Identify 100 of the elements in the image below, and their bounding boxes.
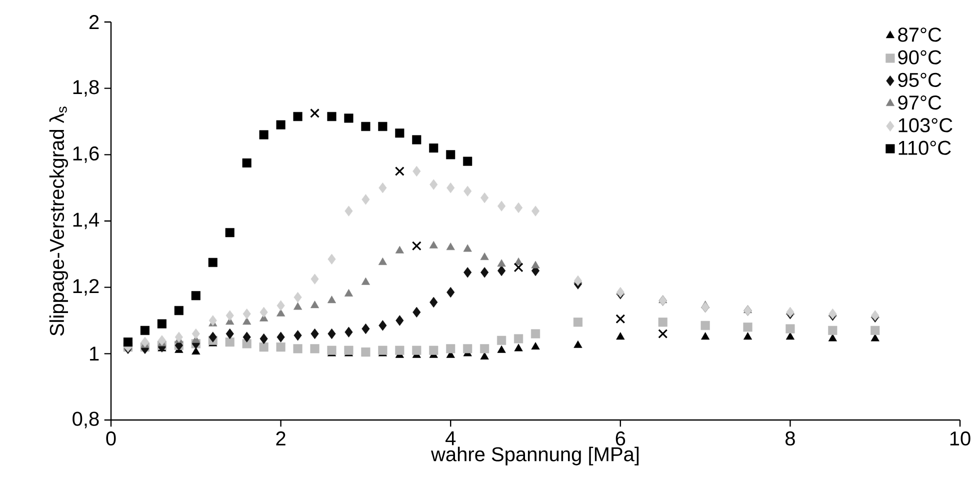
point — [260, 306, 268, 318]
point — [573, 318, 582, 327]
point — [276, 308, 286, 316]
point — [531, 206, 540, 216]
point — [497, 345, 506, 353]
point — [361, 277, 370, 285]
point — [294, 292, 302, 303]
y-tick-label: 0,8 — [72, 412, 99, 428]
point — [480, 252, 489, 260]
y-tick-label: 1,2 — [73, 279, 99, 296]
point — [293, 344, 302, 354]
point — [463, 244, 472, 252]
point — [464, 186, 472, 196]
x-tick-label: 2 — [276, 431, 286, 446]
point — [514, 202, 523, 214]
point — [174, 332, 183, 342]
point — [574, 275, 582, 286]
point — [242, 317, 252, 325]
point — [310, 344, 320, 354]
point — [260, 333, 268, 344]
point — [327, 112, 336, 122]
point — [344, 206, 353, 216]
point — [828, 334, 837, 342]
point — [514, 334, 524, 344]
point — [394, 166, 404, 176]
point — [361, 122, 370, 132]
x-tick-label: 4 — [446, 431, 456, 446]
point — [430, 179, 438, 190]
point — [310, 274, 319, 284]
point — [531, 260, 540, 268]
point — [344, 114, 354, 123]
y-tick-label: 1 — [90, 346, 99, 361]
y-tick-label: 1,4 — [73, 212, 100, 230]
point — [429, 240, 438, 248]
point — [531, 342, 540, 350]
legend-label: 110°C — [898, 140, 951, 155]
point — [446, 182, 455, 194]
point — [480, 192, 489, 204]
point — [658, 329, 668, 339]
point — [293, 112, 302, 122]
point — [192, 347, 200, 355]
point — [828, 326, 838, 335]
point — [446, 344, 456, 354]
point — [514, 344, 523, 352]
point — [412, 346, 422, 355]
point — [497, 336, 506, 345]
point — [327, 296, 336, 304]
point — [870, 334, 880, 342]
point — [429, 346, 438, 355]
point — [310, 328, 319, 340]
point — [344, 289, 354, 296]
point — [786, 324, 795, 334]
point — [259, 130, 268, 140]
y-tick-label: 1,8 — [73, 80, 99, 97]
point — [616, 314, 626, 324]
legend-label: 103°C — [898, 118, 952, 132]
point — [743, 322, 752, 332]
point — [174, 306, 184, 316]
point — [464, 267, 472, 278]
point — [140, 336, 150, 348]
point — [446, 150, 456, 160]
point — [574, 340, 582, 348]
point — [378, 320, 387, 331]
point — [412, 306, 421, 318]
point — [480, 267, 489, 278]
point — [446, 286, 455, 298]
y-tick-label: 1,6 — [73, 146, 99, 163]
point — [276, 300, 285, 311]
point — [226, 310, 234, 321]
point — [242, 332, 251, 342]
point — [328, 254, 336, 264]
point — [395, 346, 404, 355]
point — [226, 328, 234, 340]
point — [157, 319, 166, 328]
point — [225, 338, 234, 347]
point — [700, 320, 710, 330]
point — [480, 352, 489, 360]
point — [616, 332, 625, 340]
point — [310, 300, 320, 308]
x-tick-label: 10 — [950, 431, 970, 446]
point — [463, 344, 472, 354]
point — [344, 326, 353, 338]
point — [480, 344, 490, 354]
point — [208, 258, 218, 267]
legend-label: 95°C — [898, 72, 942, 88]
point — [242, 158, 252, 168]
point — [276, 120, 286, 130]
point — [378, 258, 387, 265]
x-tick-label: 0 — [106, 431, 116, 446]
point — [344, 346, 354, 355]
point — [242, 308, 251, 320]
x-tick-label: 6 — [616, 431, 626, 446]
point — [514, 262, 524, 272]
point — [430, 296, 438, 308]
point — [310, 108, 320, 118]
point — [328, 328, 336, 340]
point — [208, 332, 217, 342]
point — [870, 326, 880, 335]
point — [140, 326, 150, 335]
point — [123, 338, 133, 347]
